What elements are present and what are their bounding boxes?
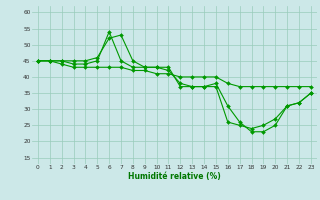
X-axis label: Humidité relative (%): Humidité relative (%)	[128, 172, 221, 181]
